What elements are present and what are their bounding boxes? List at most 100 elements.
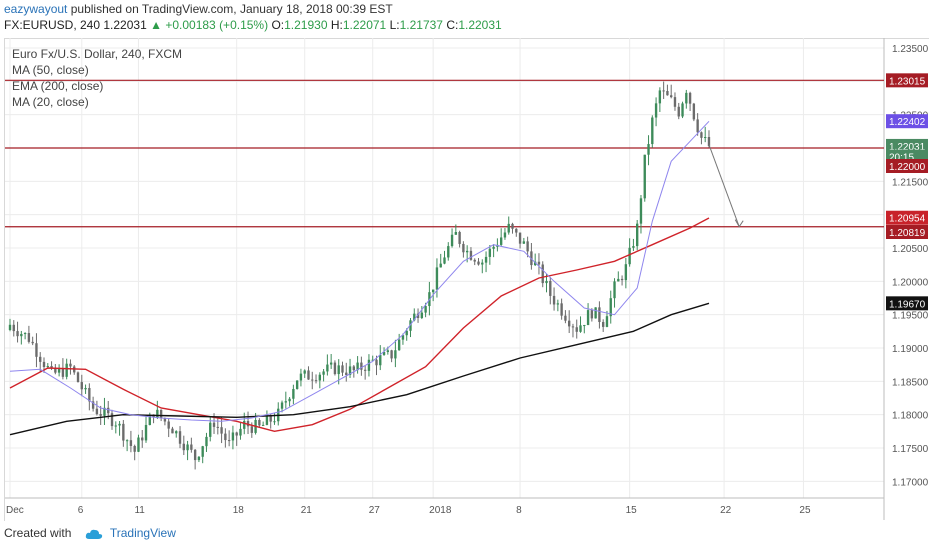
candle-body: [363, 369, 367, 371]
created-with-text: Created with: [4, 526, 72, 540]
candle-body: [473, 259, 476, 262]
ma50-line: [9, 217, 710, 433]
candle-body: [624, 264, 628, 281]
candle-body: [193, 449, 197, 461]
candle-body: [598, 307, 601, 323]
candle-body: [613, 281, 616, 299]
candle-body: [658, 90, 662, 104]
candle-body: [488, 248, 492, 257]
candle-body: [311, 379, 314, 381]
candle-body: [31, 341, 34, 344]
candle-body: [280, 402, 284, 409]
price-label-box: [886, 114, 928, 129]
tradingview-brand-link[interactable]: TradingView: [109, 526, 176, 540]
candle-body: [382, 351, 386, 355]
candle-body: [458, 232, 461, 244]
candle-body: [103, 407, 106, 416]
candle-body: [190, 444, 193, 450]
candle-body: [511, 223, 514, 229]
candle-body: [484, 256, 488, 263]
candle-body: [677, 106, 680, 117]
candle-body: [156, 409, 159, 418]
candle-body: [673, 97, 677, 107]
low-label: L:: [389, 18, 400, 32]
candle-body: [666, 90, 669, 96]
candle-body: [141, 437, 144, 441]
price-label-text: 1.22031: [889, 142, 926, 153]
x-tick-label: 25: [799, 505, 811, 516]
candle-body: [639, 198, 643, 224]
candle-body: [261, 424, 265, 426]
y-tick-label: 1.23500: [892, 44, 929, 55]
legend-ma20[interactable]: MA (20, close): [12, 95, 89, 109]
price-label-text: 1.22000: [889, 162, 926, 173]
candle-body: [209, 422, 212, 437]
candle-body: [692, 103, 696, 120]
candle-body: [144, 424, 148, 441]
candle-body: [159, 409, 163, 419]
candle-body: [20, 333, 23, 337]
candle-body: [594, 307, 597, 319]
candle-body: [356, 362, 359, 371]
candle-body: [50, 366, 53, 368]
y-tick-label: 1.20500: [892, 244, 929, 255]
candle-body: [129, 440, 133, 446]
price-label-text: 1.22402: [889, 117, 926, 128]
candle-body: [632, 246, 635, 248]
candle-body: [91, 401, 95, 409]
price-label-text: 1.20954: [889, 214, 926, 225]
candle-body: [133, 445, 136, 452]
x-tick-label: 6: [78, 505, 84, 516]
legend-ma50[interactable]: MA (50, close): [12, 63, 89, 77]
low-value: 1.21737: [399, 18, 443, 32]
candle-body: [416, 313, 420, 318]
candle-body: [401, 335, 405, 340]
x-tick-label: 8: [516, 505, 522, 516]
price-label-box: [886, 138, 928, 153]
candle-body: [556, 303, 560, 305]
candle-body: [345, 372, 348, 375]
candle-body: [605, 316, 609, 327]
candle-body: [700, 132, 703, 138]
footer: Created with TradingView: [4, 526, 176, 540]
symbol-name[interactable]: FX:EURUSD, 240: [4, 18, 101, 32]
price-label-box: [886, 73, 928, 88]
candle-body: [435, 267, 439, 290]
candle-body: [326, 364, 329, 372]
candle-body: [125, 440, 129, 442]
candle-body: [307, 370, 310, 380]
candle-body: [54, 367, 57, 373]
legend-ema200[interactable]: EMA (200, close): [12, 79, 104, 93]
candle-body: [231, 432, 235, 441]
chart-frame[interactable]: [4, 38, 929, 521]
close-value: 1.22031: [458, 18, 502, 32]
candle-body: [42, 361, 46, 368]
candle-body: [681, 103, 684, 117]
candle-body: [216, 426, 219, 428]
candle-body: [182, 443, 185, 451]
high-value: 1.22071: [342, 18, 387, 32]
candle-body: [118, 423, 121, 426]
candle-body: [620, 278, 624, 281]
candle-body: [265, 415, 269, 425]
candle-body: [314, 380, 318, 382]
candle-body: [541, 264, 544, 284]
candle-body: [367, 359, 371, 371]
candle-body: [651, 117, 654, 145]
candle-body: [61, 367, 65, 377]
author-link[interactable]: eazywayout: [4, 2, 68, 16]
candle-body: [643, 154, 646, 199]
candle-body: [337, 365, 340, 375]
high-label: H:: [330, 18, 343, 32]
candle-body: [707, 137, 711, 146]
candle-body: [243, 420, 246, 429]
candle-body: [167, 421, 170, 429]
candle-body: [617, 278, 620, 282]
candle-body: [175, 431, 178, 434]
x-tick-label: 18: [233, 505, 245, 516]
candle-body: [420, 312, 424, 318]
candle-body: [628, 247, 631, 265]
candle-body: [462, 243, 465, 253]
candle-body: [292, 388, 295, 399]
